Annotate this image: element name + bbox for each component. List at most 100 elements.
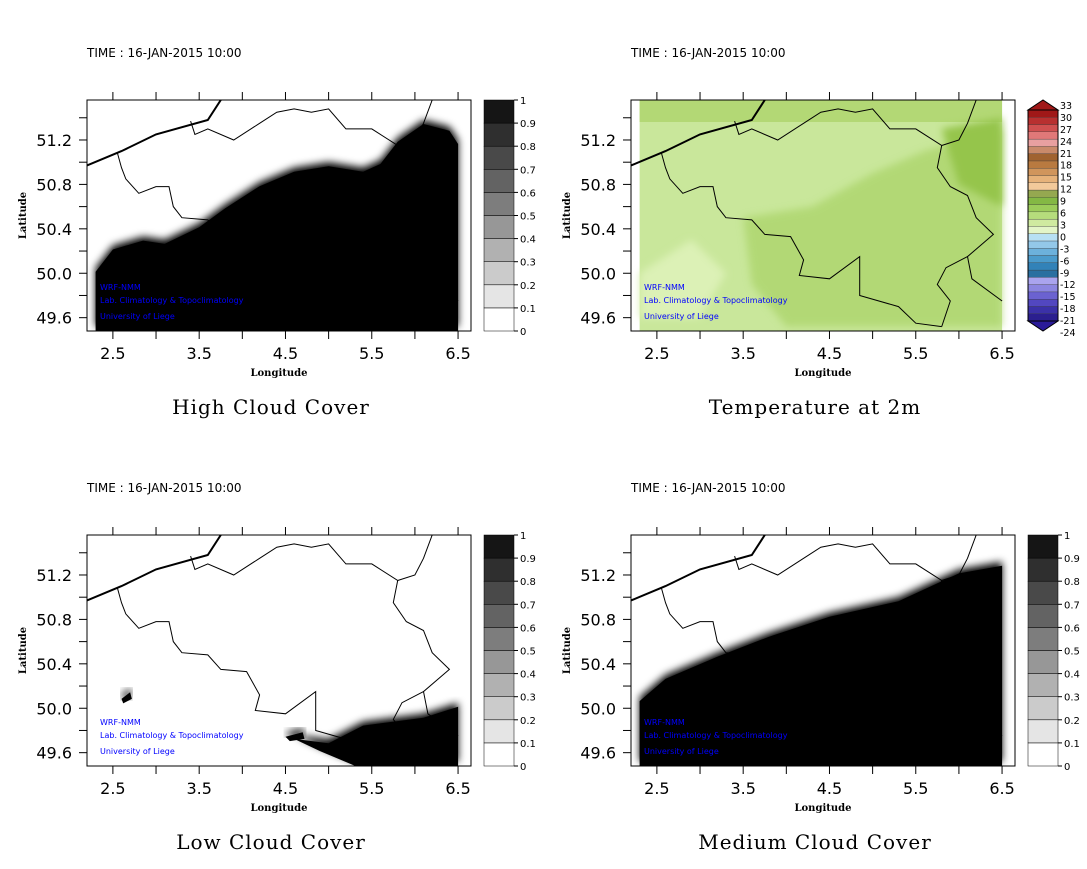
colorbar-label: 0.1 xyxy=(520,739,536,750)
watermark-line: WRF-NMM xyxy=(100,718,141,727)
map-frame xyxy=(86,534,472,767)
country-border xyxy=(392,256,424,327)
coastline xyxy=(87,100,222,167)
x-tick-label: 5.5 xyxy=(359,344,384,363)
colorbar-bin xyxy=(483,557,515,582)
colorbar-label: 0.6 xyxy=(1064,623,1080,634)
watermark-line: University of Liege xyxy=(100,747,175,756)
country-border xyxy=(734,543,1003,737)
colorbar-bin xyxy=(1027,146,1059,154)
panel-title: Temperature at 2m xyxy=(709,395,921,419)
x-axis-label: Longitude xyxy=(794,368,851,379)
colorbar-label: -18 xyxy=(1060,304,1076,315)
colorbar-label: 0 xyxy=(1064,762,1070,773)
colorbar-bin xyxy=(483,696,515,721)
country-border xyxy=(116,152,398,328)
x-tick-label: 6.5 xyxy=(445,779,470,798)
colorbar-bin xyxy=(1027,204,1059,213)
colorbar-bin xyxy=(1027,182,1059,191)
x-tick-label: 6.5 xyxy=(989,779,1014,798)
country-border xyxy=(392,691,424,762)
y-axis-label: Latitude xyxy=(562,627,573,674)
colorbar-bin xyxy=(1027,557,1059,582)
map-area xyxy=(631,100,1003,331)
colorbar-label: 0.2 xyxy=(1064,716,1080,727)
colorbar-label: 33 xyxy=(1060,101,1072,112)
colorbar-label: 0 xyxy=(1060,232,1066,243)
valid-time: TIME : 16-JAN-2015 10:00 xyxy=(630,481,786,495)
watermark-line: Lab. Climatology & Topoclimatology xyxy=(644,296,788,305)
colorbar: 0 0.1 0.2 0.3 0.4 0.5 0.6 0.7 0.8 0.9 1 xyxy=(1027,531,1080,773)
colorbar-label: 0.9 xyxy=(520,119,536,130)
colorbar-label: 1 xyxy=(520,531,526,542)
colorbar-max-triangle xyxy=(1026,99,1060,111)
x-tick-label: 2.5 xyxy=(100,344,125,363)
y-axis-label: Latitude xyxy=(562,192,573,239)
colorbar-label: 21 xyxy=(1060,149,1072,160)
colorbar-bin xyxy=(1027,534,1059,559)
colorbar-label: 0.8 xyxy=(520,142,536,153)
colorbar-bin xyxy=(1027,313,1059,322)
y-tick-label: 50.8 xyxy=(580,175,616,194)
colorbar-bin xyxy=(483,627,515,651)
colorbar-bin xyxy=(1027,627,1059,651)
y-tick-label: 50.4 xyxy=(580,655,616,674)
colorbar-label: 0.7 xyxy=(520,600,536,611)
colorbar-bin xyxy=(1027,248,1059,256)
colorbar-label: -12 xyxy=(1060,280,1076,291)
colorbar-label: 1 xyxy=(1064,531,1070,542)
cloud-field-core xyxy=(294,706,459,766)
colorbar-bin xyxy=(483,192,515,216)
cloud-field xyxy=(121,688,132,700)
panel-high-cloud: TIME : 16-JAN-2015 10:00 2.5 3.5 4.5 5.5 6.5 5… xyxy=(18,46,536,419)
colorbar-label: 0.3 xyxy=(520,258,536,269)
map-frame xyxy=(630,534,1016,767)
colorbar-label: 0.3 xyxy=(520,693,536,704)
colorbar-label: 0.4 xyxy=(1064,670,1080,681)
y-tick-label: 50.0 xyxy=(36,699,72,718)
coastline xyxy=(87,535,222,602)
x-tick-label: 5.5 xyxy=(903,779,928,798)
x-tick-label: 3.5 xyxy=(186,779,211,798)
colorbar-bin xyxy=(483,673,515,697)
y-tick-label: 50.4 xyxy=(36,655,72,674)
colorbar-min-triangle xyxy=(1026,320,1060,332)
x-tick-label: 4.5 xyxy=(817,344,842,363)
colorbar-bin xyxy=(1027,197,1059,205)
y-tick-label: 49.6 xyxy=(580,309,616,328)
country-border xyxy=(734,108,1003,302)
colorbar-label: 0.9 xyxy=(520,554,536,565)
colorbar-label: 0.7 xyxy=(1064,600,1080,611)
colorbar-bin xyxy=(1027,291,1059,300)
country-border xyxy=(936,691,968,762)
colorbar-bin xyxy=(1027,262,1059,271)
panel-title: Low Cloud Cover xyxy=(176,830,366,854)
colorbar-bin xyxy=(1027,255,1059,263)
colorbar-label: 0.5 xyxy=(1064,647,1080,658)
colorbar-bin xyxy=(1027,719,1059,744)
country-border xyxy=(116,587,398,763)
colorbar-bin xyxy=(1027,218,1059,227)
colorbar-label: 0.8 xyxy=(520,577,536,588)
x-tick-label: 5.5 xyxy=(903,344,928,363)
y-axis-label: Latitude xyxy=(18,192,29,239)
coastline xyxy=(631,100,766,167)
colorbar-bin xyxy=(1027,175,1059,183)
watermark-line: Lab. Climatology & Topoclimatology xyxy=(644,731,788,740)
country-border xyxy=(397,100,433,146)
y-tick-label: 50.0 xyxy=(580,264,616,283)
colorbar-bin xyxy=(1027,580,1059,605)
colorbar-bin xyxy=(1027,189,1059,198)
country-border xyxy=(941,100,977,146)
colorbar-bin xyxy=(1027,742,1059,767)
y-tick-label: 50.8 xyxy=(36,610,72,629)
colorbar-bin xyxy=(1027,306,1059,314)
panel-medium-cloud: TIME : 16-JAN-2015 10:00 2.5 3.5 4.5 5.5 6.5 5… xyxy=(562,481,1080,854)
colorbar-label: 0.6 xyxy=(520,188,536,199)
x-tick-label: 6.5 xyxy=(989,344,1014,363)
colorbar-bin xyxy=(483,122,515,147)
colorbar-bin xyxy=(1027,138,1059,147)
colorbar-label: 0.4 xyxy=(520,670,536,681)
colorbar-label: 3 xyxy=(1060,220,1066,231)
temperature-warm-zone xyxy=(743,128,1003,327)
